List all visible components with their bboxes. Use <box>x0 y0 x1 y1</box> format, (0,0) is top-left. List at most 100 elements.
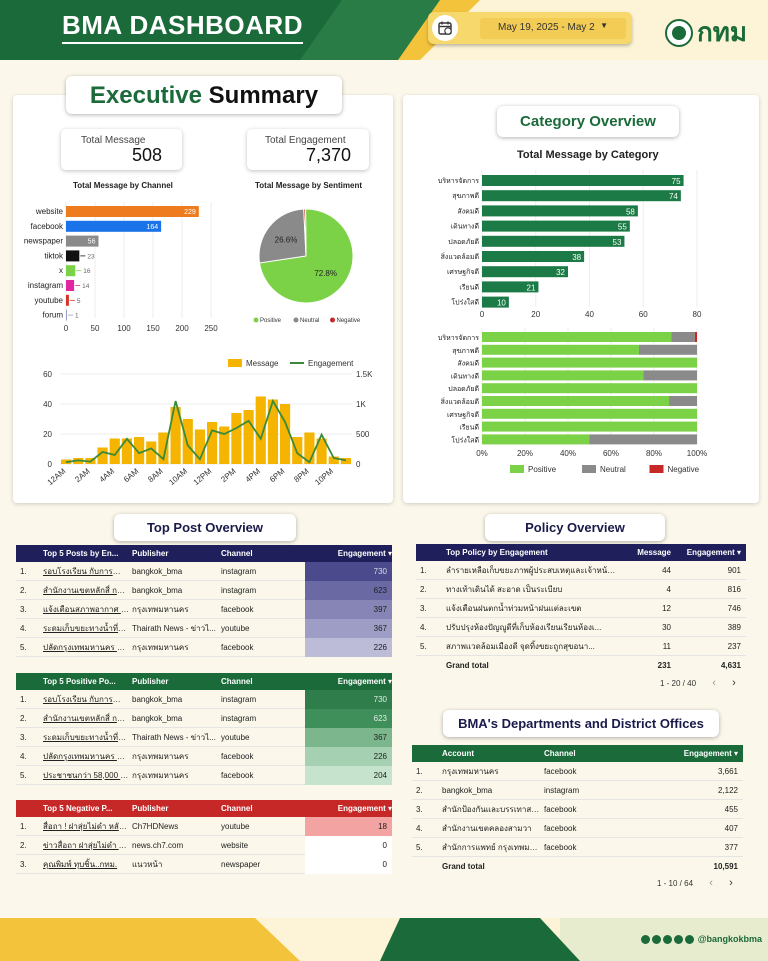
table-row[interactable]: 1. สื่อถา ! ฝาสุ่ยไม่ดำ หลังเ... Ch7HDNews… <box>16 816 392 836</box>
table-cell: 3. <box>20 604 27 614</box>
policy-page-info: 1 - 20 / 40 <box>660 679 697 688</box>
table-row[interactable]: 5. สภาพแวดล้อมเมืองดี จุดทิ้งขยะถูกสุขอนา… <box>416 637 746 656</box>
table-row[interactable]: 3. แจ้งเตือนสภาพอากาศ ..ครั้ง...กรุงเทพมห… <box>16 599 392 619</box>
table-cell[interactable]: ปลัดกรุงเทพมหานคร ตรว... <box>43 751 129 761</box>
header-bar: BMA DASHBOARD May 19, 2025 - May 2 ▼ กทม <box>0 0 768 60</box>
column-header[interactable]: Channel <box>221 804 253 813</box>
table-row[interactable]: 5. ปลัดกรุงเทพมหานคร ตรว... กรุงเทพมหานคร f… <box>16 637 392 657</box>
table-row[interactable]: 5. ประชาชนกว่า 58,000 คน... กรุงเทพมหานคร f… <box>16 765 392 785</box>
table-cell[interactable]: ประชาชนกว่า 58,000 คน... <box>43 770 129 780</box>
column-header[interactable]: Top Policy by Engagement <box>446 548 548 557</box>
table-row[interactable]: 3. คุณพิมพ์ ทุบชิ้น..กทม. แนวหน้า newspaper… <box>16 854 392 874</box>
x-tick-label: 80% <box>646 449 662 458</box>
table-row[interactable]: 1. รอบโรงเรียน กับการกำจัดขยะ...bangkok_b… <box>16 689 392 709</box>
table-row[interactable]: 4. ปลัดกรุงเทพมหานคร ตรว... กรุงเทพมหานคร f… <box>16 746 392 766</box>
table-cell: 730 <box>305 689 392 709</box>
table-row[interactable]: 2. ข่าวสื่อถา ฝาสุ่ยไม่ดำ หลัง...news.ch7… <box>16 835 392 855</box>
table-cell: 1. <box>20 694 27 704</box>
date-range-dropdown[interactable]: May 19, 2025 - May 2 ▼ <box>480 18 626 39</box>
prev-page-icon[interactable]: ‹ <box>709 877 713 889</box>
bar <box>482 281 539 293</box>
column-header[interactable]: Channel <box>221 549 253 558</box>
table-row[interactable]: 2. สำนักงานเขตหลักสี่ การกำจัด...bangkok_… <box>16 708 392 728</box>
table-cell[interactable]: สำนักงานเขตหลักสี่ การกำจัดขยะ... <box>43 585 129 595</box>
table-row[interactable]: 3. แจ้งเตือนฝนตกน้ำท่วมหน้าฝนแต่ละเขต 12 74… <box>416 599 746 618</box>
table-cell: 11 <box>662 641 671 651</box>
next-page-icon[interactable]: › <box>732 677 736 689</box>
column-header[interactable]: Engagement ▾ <box>686 548 741 557</box>
table-cell[interactable]: ระดมเก็บขยะทางน้ำที่คลอง... <box>43 623 129 633</box>
x-icon[interactable] <box>640 934 650 944</box>
column-header[interactable]: Message <box>637 548 671 557</box>
table-cell[interactable]: รอบโรงเรียน กับการกำจัดขยะ... <box>43 566 129 576</box>
legend-dot <box>253 317 259 323</box>
table-cell[interactable]: สื่อถา ! ฝาสุ่ยไม่ดำ หลังเ... <box>43 821 129 831</box>
table-cell[interactable]: คุณพิมพ์ ทุบชิ้น..กทม. <box>43 859 118 869</box>
category-label: สิ่งแวดล้อมดี <box>441 252 479 261</box>
column-header[interactable]: Publisher <box>132 804 169 813</box>
legend-swatch <box>228 359 242 367</box>
bar <box>66 294 69 306</box>
table-cell: Thairath News - ข่าวไ... <box>132 732 216 742</box>
table-cell[interactable]: ปลัดกรุงเทพมหานคร ตรว... <box>43 642 129 652</box>
top5-negative-posts-table: Top 5 Negative P... Publisher Channel Engag… <box>16 800 392 874</box>
category-label: youtube <box>35 296 64 305</box>
youtube-icon[interactable] <box>673 934 683 944</box>
x-tick-label: 40 <box>585 310 594 319</box>
column-header[interactable]: Engagement ▾ <box>337 804 392 813</box>
column-header[interactable]: Publisher <box>132 549 169 558</box>
table-row[interactable]: 3. ระดมเก็บขยะทางน้ำที่คลอง...Thairath Ne… <box>16 727 392 747</box>
table-row[interactable]: 2. ทางเท้าเดินได้ สะอาด เป็นระเบียบ 4 816 <box>416 580 746 599</box>
column-header[interactable]: Engagement ▾ <box>337 549 392 558</box>
table-cell: 1. <box>20 821 27 831</box>
stacked-bar <box>589 434 697 445</box>
table-header: Account Channel Engagement ▾ <box>412 745 743 762</box>
table-cell: facebook <box>544 766 577 776</box>
column-header[interactable]: Publisher <box>132 677 169 686</box>
table-row[interactable]: 4. ปรับปรุงห้องปัญญูดีที่เก็บห้องเรียนเรี… <box>416 618 746 637</box>
table-cell[interactable]: ข่าวสื่อถา ฝาสุ่ยไม่ดำ หลัง... <box>43 840 129 850</box>
table-row[interactable]: 1. ลำรายเหลือเก็บขยะภาพผู้ประสบเหตุและเจ้… <box>416 561 746 580</box>
facebook-icon[interactable] <box>651 934 661 944</box>
column-header[interactable]: Engagement ▾ <box>683 749 738 758</box>
data-label: 16 <box>83 268 91 275</box>
slice-label: 72.8% <box>314 269 337 278</box>
table-row[interactable]: 3. สำนักป้องกันและบรรเทาสาธารณ...facebook… <box>412 800 743 819</box>
column-header[interactable]: Channel <box>544 749 576 758</box>
y2-tick-label: 1.5K <box>356 370 373 379</box>
table-cell: bangkok_bma <box>132 694 183 704</box>
table-row[interactable]: 1. รอบโรงเรียน กับการกำจัดขยะ...bangkok_b… <box>16 561 392 581</box>
table-cell[interactable]: ระดมเก็บขยะทางน้ำที่คลอง... <box>43 732 129 742</box>
column-header[interactable]: Top 5 Posts by En... <box>43 549 119 558</box>
column-header[interactable]: Engagement ▾ <box>337 677 392 686</box>
prev-page-icon[interactable]: ‹ <box>712 677 716 689</box>
category-label: x <box>59 266 63 275</box>
table-cell: news.ch7.com <box>132 840 184 850</box>
table-row[interactable]: 2. สำนักงานเขตหลักสี่ การกำจัดขยะ...bangk… <box>16 580 392 600</box>
table-header: Top Policy by Engagement Message Engagemen… <box>416 544 746 561</box>
tiktok-icon[interactable] <box>684 934 694 944</box>
table-cell[interactable]: สำนักงานเขตหลักสี่ การกำจัด... <box>43 713 129 723</box>
table-row[interactable]: 2. bangkok_bma instagram 2,122 <box>412 781 743 800</box>
table-cell: กรุงเทพมหานคร <box>132 751 189 761</box>
column-header[interactable]: Top 5 Positive Po... <box>43 677 116 686</box>
data-label: 10 <box>497 299 506 308</box>
table-cell: bangkok_bma <box>132 566 183 576</box>
next-page-icon[interactable]: › <box>729 877 733 889</box>
table-cell: 1. <box>416 766 423 776</box>
table-row[interactable]: 1. กรุงเทพมหานคร facebook 3,661 <box>412 762 743 781</box>
table-cell[interactable]: แจ้งเตือนสภาพอากาศ ..ครั้ง... <box>43 604 129 614</box>
instagram-icon[interactable] <box>662 934 672 944</box>
date-range-picker[interactable]: May 19, 2025 - May 2 ▼ <box>428 12 632 44</box>
column-header[interactable]: Account <box>442 749 474 758</box>
bar <box>482 175 684 186</box>
calendar-icon <box>432 15 458 41</box>
table-row[interactable]: 4. ระดมเก็บขยะทางน้ำที่คลอง...Thairath Ne… <box>16 618 392 638</box>
table-cell: แจ้งเตือนฝนตกน้ำท่วมหน้าฝนแต่ละเขต <box>446 603 582 613</box>
table-cell[interactable]: รอบโรงเรียน กับการกำจัดขยะ... <box>43 694 129 704</box>
column-header[interactable]: Channel <box>221 677 253 686</box>
column-header[interactable]: Top 5 Negative P... <box>43 804 113 813</box>
grand-total-cell: 4,631 <box>720 661 741 670</box>
table-row[interactable]: 4. สำนักงานเขตคลองสามวา facebook 407 <box>412 819 743 838</box>
